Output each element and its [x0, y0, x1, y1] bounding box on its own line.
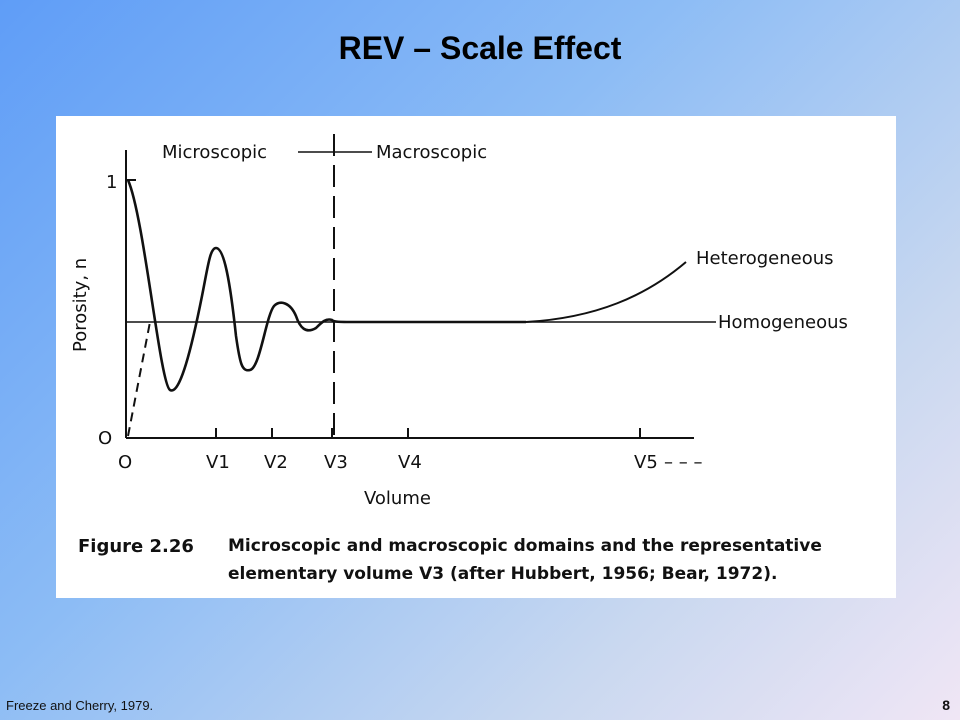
x-tick-label-4: V4 [398, 452, 422, 473]
origin-dashed-segment [127, 321, 151, 437]
x-axis-label: Volume [364, 488, 431, 509]
page-number: 8 [942, 697, 950, 713]
heterogeneous-curve [525, 261, 687, 323]
slide-title: REV – Scale Effect [338, 30, 622, 66]
x-tick-label-5: V5 [634, 452, 658, 473]
y-axis-label: Porosity, n [70, 258, 91, 352]
x-tick-label-2: V2 [264, 452, 288, 473]
caption-line-2: elementary volume V3 (after Hubbert, 195… [228, 564, 778, 584]
x-tick-marks [215, 428, 641, 438]
caption-line-1: Microscopic and macroscopic domains and … [228, 536, 822, 556]
heterogeneous-label: Heterogeneous [696, 248, 834, 269]
rev-diagram: Microscopic Macroscopic 1 O Porosity, n … [70, 134, 848, 509]
x-tick-label-1: V1 [206, 452, 230, 473]
macroscopic-label: Macroscopic [376, 142, 487, 163]
homogeneous-label: Homogeneous [718, 312, 848, 333]
source-citation: Freeze and Cherry, 1979. [6, 698, 154, 713]
caption-number: Figure 2.26 [78, 536, 194, 557]
y-tick-label-top: 1 [106, 172, 117, 193]
x-tick-label-3: V3 [324, 452, 348, 473]
porosity-curve [126, 179, 526, 392]
microscopic-label: Microscopic [162, 142, 267, 163]
x-axis-continuation: – – – [664, 452, 702, 473]
x-tick-label-0: O [118, 452, 132, 473]
y-tick-label-bottom: O [98, 428, 112, 449]
figure-panel: Microscopic Macroscopic 1 O Porosity, n … [56, 116, 896, 598]
